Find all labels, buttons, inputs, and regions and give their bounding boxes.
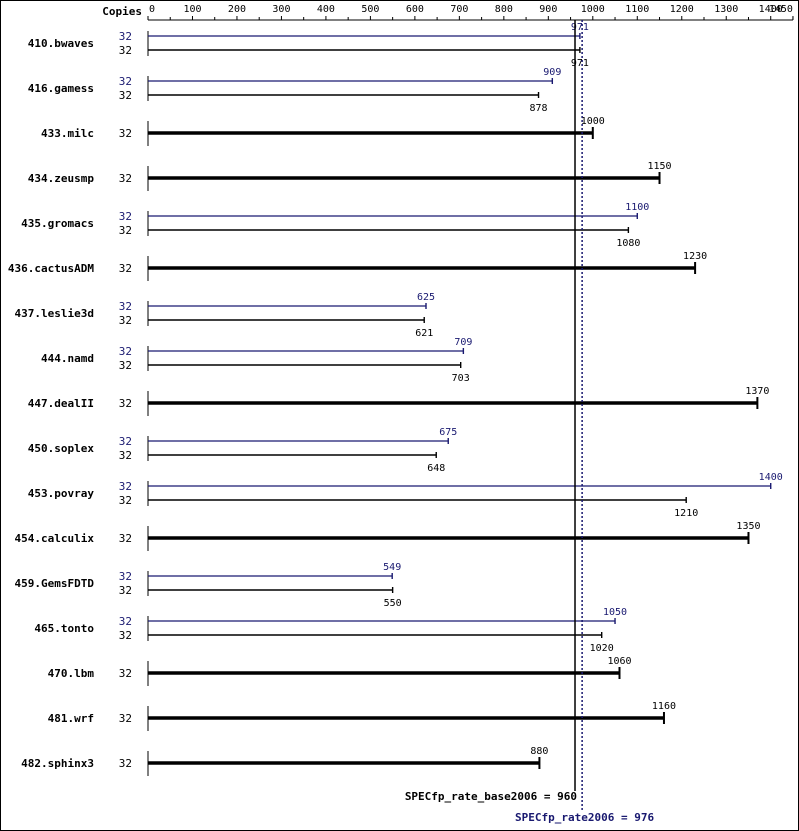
base-reference-label: SPECfp_rate_base2006 = 960	[405, 790, 577, 803]
x-tick-label: 300	[272, 4, 290, 15]
base-value-label: 971	[571, 58, 589, 69]
benchmark-label: 450.soplex	[28, 442, 95, 455]
peak-copies-label: 32	[119, 435, 132, 448]
peak-copies-label: 32	[119, 480, 132, 493]
base-copies-label: 32	[119, 712, 132, 725]
x-tick-label: 0	[149, 4, 155, 15]
base-copies-label: 32	[119, 494, 132, 507]
base-copies-label: 32	[119, 172, 132, 185]
benchmark-label: 454.calculix	[15, 532, 95, 545]
base-copies-label: 32	[119, 127, 132, 140]
x-tick-label: 1000	[581, 4, 605, 15]
base-value-label: 1350	[736, 521, 760, 532]
base-value-label: 1000	[581, 116, 605, 127]
x-tick-label: 900	[539, 4, 557, 15]
benchmark-label: 459.GemsFDTD	[15, 577, 95, 590]
base-value-label: 1160	[652, 701, 676, 712]
peak-value-label: 909	[543, 67, 561, 78]
benchmark-label: 433.milc	[41, 127, 94, 140]
base-copies-label: 32	[119, 532, 132, 545]
peak-value-label: 971	[571, 22, 589, 33]
benchmark-label: 410.bwaves	[28, 37, 94, 50]
x-tick-label: 600	[406, 4, 424, 15]
benchmark-label: 444.namd	[41, 352, 94, 365]
base-value-label: 648	[427, 463, 445, 474]
peak-reference-label: SPECfp_rate2006 = 976	[515, 811, 654, 824]
base-value-label: 1020	[590, 643, 614, 654]
x-axis: 0 100 200 300 400 500 600 700 800 900 1000 1100 1200…	[147, 4, 794, 21]
x-tick-label: 1450	[769, 4, 793, 15]
base-copies-label: 32	[119, 397, 132, 410]
base-copies-label: 32	[119, 584, 132, 597]
benchmark-label: 436.cactusADM	[8, 262, 94, 275]
x-tick-label: 1400	[759, 4, 783, 15]
base-value-label: 1210	[674, 508, 698, 519]
benchmark-label: 447.dealII	[28, 397, 94, 410]
base-copies-label: 32	[119, 667, 132, 680]
benchmark-label: 470.lbm	[48, 667, 95, 680]
x-tick-label: 500	[361, 4, 379, 15]
base-copies-label: 32	[119, 359, 132, 372]
benchmark-label: 437.leslie3d	[15, 307, 94, 320]
x-tick-label: 400	[317, 4, 335, 15]
base-copies-label: 32	[119, 449, 132, 462]
benchmark-label: 434.zeusmp	[28, 172, 95, 185]
base-value-label: 1150	[647, 161, 671, 172]
benchmark-label: 416.gamess	[28, 82, 94, 95]
peak-value-label: 709	[454, 337, 472, 348]
base-copies-label: 32	[119, 629, 132, 642]
base-copies-label: 32	[119, 44, 132, 57]
base-value-label: 878	[530, 103, 548, 114]
base-copies-label: 32	[119, 262, 132, 275]
base-copies-label: 32	[119, 224, 132, 237]
base-value-label: 703	[452, 373, 470, 384]
peak-copies-label: 32	[119, 210, 132, 223]
benchmark-label: 481.wrf	[48, 712, 94, 725]
peak-copies-label: 32	[119, 30, 132, 43]
base-copies-label: 32	[119, 314, 132, 327]
base-value-label: 550	[384, 598, 402, 609]
peak-copies-label: 32	[119, 300, 132, 313]
base-value-label: 1230	[683, 251, 707, 262]
x-tick-label: 1200	[670, 4, 694, 15]
peak-copies-label: 32	[119, 570, 132, 583]
benchmark-label: 465.tonto	[34, 622, 94, 635]
base-value-label: 1060	[607, 656, 631, 667]
x-tick-label: 200	[228, 4, 246, 15]
peak-value-label: 549	[383, 562, 401, 573]
peak-copies-label: 32	[119, 345, 132, 358]
base-copies-label: 32	[119, 89, 132, 102]
peak-copies-label: 32	[119, 615, 132, 628]
x-tick-label: 1300	[714, 4, 738, 15]
base-value-label: 1080	[616, 238, 640, 249]
peak-value-label: 1100	[625, 202, 649, 213]
plot-area: 410.bwaves 32 971 32 971 416.gamess 32 909 32 878…	[8, 20, 783, 824]
peak-value-label: 1050	[603, 607, 627, 618]
copies-header: Copies	[102, 5, 142, 18]
x-tick-label: 1100	[625, 4, 649, 15]
base-copies-label: 32	[119, 757, 132, 770]
benchmark-label: 453.povray	[28, 487, 95, 500]
base-value-label: 880	[530, 746, 548, 757]
x-tick-label: 700	[450, 4, 468, 15]
peak-value-label: 625	[417, 292, 435, 303]
benchmark-label: 482.sphinx3	[21, 757, 94, 770]
base-value-label: 1370	[745, 386, 769, 397]
benchmark-label: 435.gromacs	[21, 217, 94, 230]
peak-copies-label: 32	[119, 75, 132, 88]
x-tick-label: 800	[495, 4, 513, 15]
x-tick-label: 100	[183, 4, 201, 15]
peak-value-label: 675	[439, 427, 457, 438]
base-value-label: 621	[415, 328, 433, 339]
peak-value-label: 1400	[759, 472, 783, 483]
